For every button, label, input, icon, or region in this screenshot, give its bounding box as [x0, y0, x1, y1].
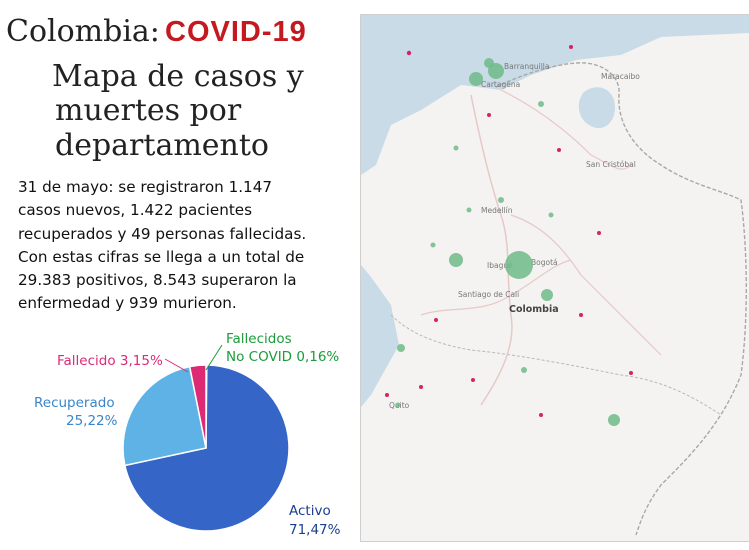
title-country: Colombia:: [6, 14, 160, 49]
case-marker: [469, 72, 483, 86]
case-marker: [498, 197, 504, 203]
subtitle-line-3: departamento: [55, 128, 269, 163]
summary-line: 29.383 positivos, 8.543 superaron la: [18, 271, 297, 290]
summary-line: enfermedad y 939 murieron.: [18, 294, 237, 313]
fallecido-leader-line: [164, 358, 189, 373]
label-recuperado-name: Recuperado: [34, 395, 115, 411]
case-marker: [541, 289, 553, 301]
summary-line: 31 de mayo: se registraron 1.147: [18, 178, 273, 196]
summary-line: Con estas cifras se llega a un total de: [18, 247, 305, 266]
road: [510, 214, 662, 356]
pie-slice-activo: [123, 364, 290, 532]
summary-line: casos nuevos, 1.422 pacientes: [18, 201, 253, 220]
death-markers: [385, 45, 633, 417]
case-marker: [484, 58, 494, 68]
death-marker: [487, 113, 491, 117]
city-label: Barranquilla: [504, 62, 550, 71]
pie-slice-fallecido: [188, 364, 207, 449]
map-svg: Barranquilla Cartagena Maracaibo San Cri…: [361, 15, 749, 536]
subtitle-line-1: Mapa de casos y: [52, 59, 304, 94]
death-marker: [629, 371, 633, 375]
case-marker: [449, 253, 463, 267]
label-nocovid-1: Fallecidos: [226, 331, 292, 347]
case-marker: [521, 367, 527, 373]
case-marker: [466, 207, 472, 213]
subtitle-line-2: muertes por: [55, 93, 242, 128]
case-marker: [608, 414, 620, 426]
city-label: San Cristóbal: [586, 160, 636, 169]
summary-text: 31 de mayo: se registraron 1.147 casos n…: [18, 176, 348, 316]
pie-chart: Fallecido 3,15% Fallecidos No COVID 0,16…: [34, 331, 341, 538]
road: [470, 94, 513, 406]
label-nocovid-2: No COVID 0,16%: [226, 349, 339, 365]
summary-line: recuperados y 49 personas fallecidas.: [18, 224, 307, 243]
death-marker: [539, 413, 543, 417]
case-marker: [538, 101, 544, 107]
death-marker: [557, 148, 561, 152]
case-marker: [505, 251, 533, 279]
city-label: Cartagena: [481, 80, 520, 89]
case-marker: [397, 344, 405, 352]
pie-slices: [122, 364, 290, 532]
map-panel: Barranquilla Cartagena Maracaibo San Cri…: [360, 14, 749, 542]
death-marker: [579, 313, 583, 317]
death-marker: [434, 318, 438, 322]
caribbean-sea: [361, 15, 749, 175]
road: [500, 89, 632, 170]
label-activo-name: Activo: [289, 503, 331, 519]
pacific-ocean: [361, 265, 399, 407]
title: Colombia: COVID-19: [6, 14, 307, 49]
label-activo-value: 71,47%: [289, 522, 341, 538]
pie-slice-recuperado: [122, 365, 207, 467]
lake-maracaibo: [578, 87, 615, 129]
death-marker: [406, 50, 412, 56]
country-label: Colombia: [509, 304, 559, 315]
case-marker: [548, 212, 554, 218]
label-fallecido: Fallecido 3,15%: [57, 353, 163, 369]
death-marker: [419, 385, 423, 389]
city-label: Santiago de Cali: [458, 290, 519, 299]
case-marker: [453, 145, 459, 151]
country-border: [495, 62, 747, 536]
southern-border: [390, 314, 722, 416]
city-label: Maracaibo: [601, 72, 640, 81]
road: [420, 259, 572, 316]
city-label: Ibagué: [487, 261, 513, 270]
city-label: Bogotá: [531, 258, 558, 267]
case-markers: [395, 58, 620, 426]
case-marker: [430, 242, 436, 248]
case-marker: [395, 402, 401, 408]
death-marker: [385, 393, 389, 397]
title-covid: COVID-19: [165, 16, 307, 48]
city-label: Medellín: [481, 206, 513, 215]
label-recuperado-value: 25,22%: [66, 413, 118, 429]
nocovid-leader-line: [205, 344, 223, 371]
death-marker: [471, 378, 475, 382]
death-marker: [569, 45, 573, 49]
death-marker: [597, 231, 601, 235]
